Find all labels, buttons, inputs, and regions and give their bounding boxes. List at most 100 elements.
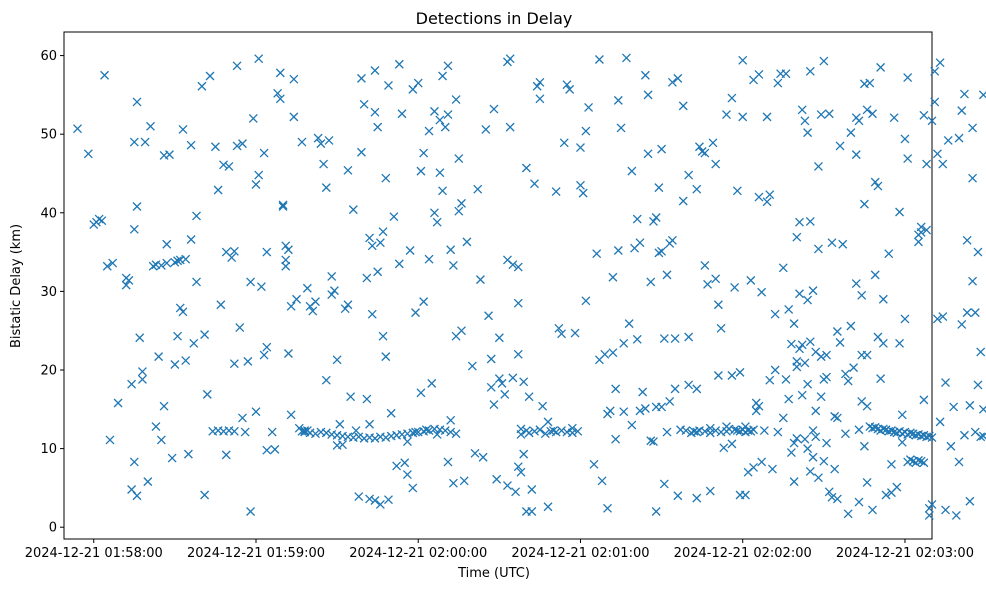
data-point xyxy=(356,73,366,83)
data-point xyxy=(738,112,748,122)
data-point xyxy=(411,427,420,437)
data-point xyxy=(375,499,385,509)
data-point xyxy=(527,485,537,494)
data-point xyxy=(281,241,291,251)
data-point xyxy=(959,430,969,440)
data-point xyxy=(167,453,177,463)
data-point xyxy=(657,144,667,154)
data-point xyxy=(927,433,937,443)
data-point xyxy=(878,338,888,348)
data-point xyxy=(684,332,694,342)
data-point xyxy=(105,435,115,445)
data-point xyxy=(941,378,950,388)
data-point xyxy=(124,275,134,285)
data-point xyxy=(494,374,504,384)
data-point xyxy=(749,425,758,435)
data-point xyxy=(375,238,385,248)
data-point xyxy=(519,377,529,387)
x-axis-ticks: 2024-12-21 01:58:00 2024-12-21 01:59:00 20… xyxy=(25,539,974,561)
data-point xyxy=(789,438,799,448)
data-point xyxy=(183,449,193,459)
data-point xyxy=(927,499,937,509)
data-point xyxy=(446,427,456,437)
data-point xyxy=(302,283,312,293)
data-point xyxy=(862,105,872,115)
data-point xyxy=(570,328,580,338)
data-point xyxy=(405,246,415,255)
data-point xyxy=(308,306,318,316)
y-tick-label: 20 xyxy=(40,364,57,379)
data-point xyxy=(651,507,661,516)
data-point xyxy=(432,217,442,227)
data-point xyxy=(897,437,907,447)
data-point xyxy=(543,417,553,427)
data-point xyxy=(789,319,799,329)
data-point xyxy=(770,309,780,319)
data-point xyxy=(267,427,277,437)
data-point xyxy=(762,197,772,207)
data-point xyxy=(170,257,180,267)
data-point xyxy=(554,323,564,333)
x-tick-label: 2024-12-21 02:01:00 xyxy=(511,546,649,561)
data-point xyxy=(797,105,807,115)
data-point xyxy=(354,492,364,502)
data-point xyxy=(373,267,383,277)
data-point xyxy=(548,426,558,435)
data-point xyxy=(365,419,375,429)
data-point xyxy=(362,394,372,404)
data-point xyxy=(346,392,356,402)
data-point xyxy=(727,439,737,449)
data-point xyxy=(608,348,618,358)
data-point xyxy=(424,254,434,264)
data-point xyxy=(862,477,872,487)
data-point xyxy=(419,148,429,158)
data-point xyxy=(448,478,458,488)
data-point xyxy=(808,426,818,435)
data-point xyxy=(592,249,602,259)
data-point xyxy=(478,452,488,462)
data-point xyxy=(370,433,380,443)
data-point xyxy=(757,287,767,297)
data-point xyxy=(424,426,434,435)
data-point xyxy=(535,425,545,435)
data-point xyxy=(516,467,526,477)
data-point xyxy=(665,396,675,406)
data-point xyxy=(851,150,861,160)
data-point xyxy=(486,382,496,392)
data-point xyxy=(351,426,361,435)
data-point xyxy=(868,109,877,119)
data-point xyxy=(181,254,191,264)
data-point xyxy=(384,80,393,90)
data-point xyxy=(927,116,937,126)
data-point xyxy=(962,308,972,318)
data-point xyxy=(816,352,826,362)
data-point xyxy=(822,438,832,448)
data-point xyxy=(500,389,510,399)
data-point xyxy=(335,419,345,429)
data-point xyxy=(692,427,702,437)
data-point xyxy=(727,371,737,380)
y-axis-label: Bistatic Delay (km) xyxy=(9,224,24,348)
data-point xyxy=(843,376,853,386)
data-point xyxy=(797,340,807,350)
x-tick-label: 2024-12-21 01:59:00 xyxy=(187,546,325,561)
data-point xyxy=(800,358,810,368)
data-point xyxy=(457,198,466,208)
data-point xyxy=(808,286,818,296)
data-point xyxy=(378,227,388,237)
data-point xyxy=(589,459,599,469)
data-point xyxy=(497,378,507,388)
data-point xyxy=(270,444,280,454)
data-point xyxy=(884,249,894,259)
data-point xyxy=(932,314,942,324)
data-point xyxy=(202,389,212,399)
data-point xyxy=(708,138,718,148)
data-point xyxy=(440,122,450,132)
data-point xyxy=(559,138,569,148)
data-point xyxy=(754,192,764,202)
data-point xyxy=(489,400,499,410)
data-point xyxy=(484,311,493,321)
data-point xyxy=(259,350,269,360)
data-point xyxy=(719,443,729,453)
data-point xyxy=(722,110,731,119)
